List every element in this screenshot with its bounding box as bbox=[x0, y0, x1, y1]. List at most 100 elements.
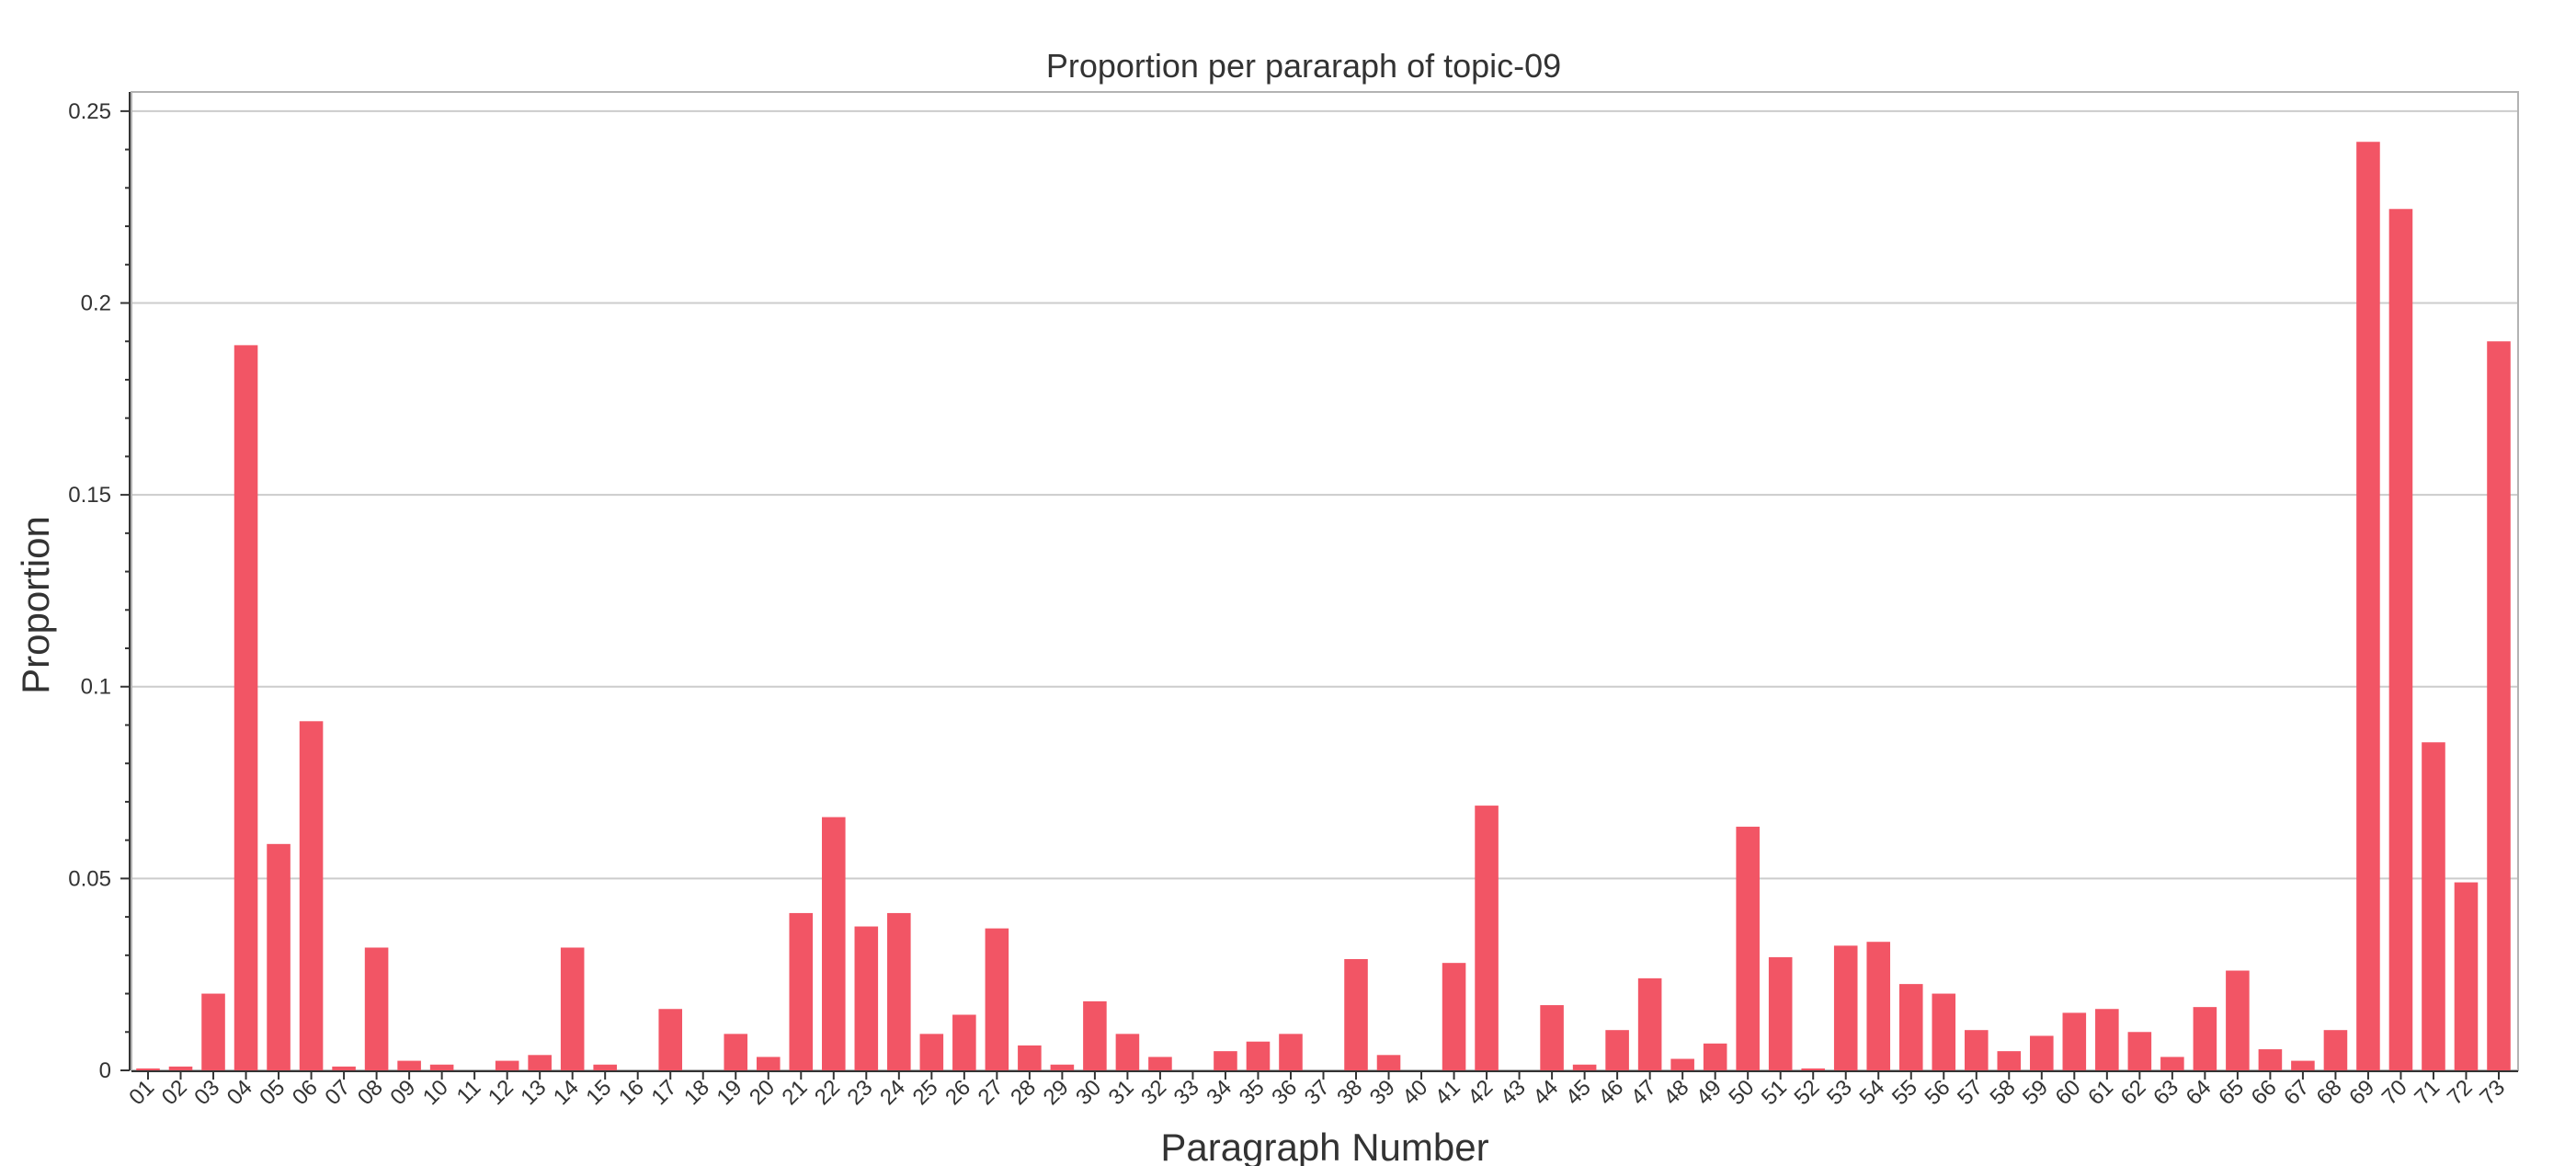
x-tick-label: 05 bbox=[255, 1075, 290, 1110]
bar-28 bbox=[1018, 1045, 1042, 1070]
x-tick-label: 34 bbox=[1202, 1075, 1237, 1110]
bar-56 bbox=[1932, 993, 1956, 1070]
x-tick-label: 06 bbox=[288, 1075, 323, 1110]
x-tick-label: 45 bbox=[1561, 1075, 1596, 1110]
x-tick-label: 01 bbox=[124, 1075, 159, 1110]
bar-08 bbox=[364, 947, 389, 1070]
x-tick-label: 50 bbox=[1724, 1075, 1759, 1110]
x-tick-label: 03 bbox=[189, 1075, 224, 1110]
y-tick-label: 0.25 bbox=[68, 99, 111, 124]
x-tick-label: 09 bbox=[385, 1075, 420, 1110]
bar-39 bbox=[1376, 1055, 1401, 1070]
x-tick-label: 51 bbox=[1757, 1075, 1792, 1110]
x-tick-label: 71 bbox=[2410, 1075, 2445, 1110]
x-tick-label: 61 bbox=[2083, 1075, 2118, 1110]
x-tick-label: 21 bbox=[778, 1075, 813, 1110]
x-tick-label: 72 bbox=[2443, 1075, 2478, 1110]
x-tick-label: 13 bbox=[516, 1075, 551, 1110]
bar-45 bbox=[1572, 1064, 1597, 1070]
x-tick-label: 66 bbox=[2247, 1075, 2282, 1110]
x-tick-label: 26 bbox=[940, 1075, 975, 1110]
grid-lines bbox=[131, 109, 2518, 880]
x-tick-label: 55 bbox=[1887, 1075, 1922, 1110]
bar-51 bbox=[1768, 956, 1793, 1070]
x-tick-label: 04 bbox=[222, 1075, 257, 1110]
x-tick-label: 18 bbox=[679, 1075, 714, 1110]
x-tick-label: 31 bbox=[1104, 1075, 1139, 1110]
bar-31 bbox=[1115, 1034, 1140, 1070]
bar-32 bbox=[1148, 1057, 1172, 1070]
x-tick-label: 27 bbox=[974, 1075, 1009, 1110]
y-tick-label: 0 bbox=[99, 1058, 111, 1083]
bar-24 bbox=[887, 912, 911, 1070]
bar-30 bbox=[1083, 1000, 1107, 1070]
bar-27 bbox=[985, 928, 1009, 1070]
x-tick-label: 73 bbox=[2475, 1075, 2510, 1110]
x-tick-label: 33 bbox=[1169, 1075, 1204, 1110]
x-tick-label: 68 bbox=[2312, 1075, 2347, 1110]
bar-53 bbox=[1833, 945, 1858, 1070]
plot-frame bbox=[131, 91, 2519, 1071]
bar-50 bbox=[1736, 827, 1760, 1070]
x-tick-label: 14 bbox=[549, 1075, 584, 1110]
bar-17 bbox=[658, 1009, 683, 1070]
bar-01 bbox=[136, 1068, 160, 1070]
x-axis-label: Paragraph Number bbox=[1160, 1126, 1488, 1166]
bar-60 bbox=[2062, 1012, 2087, 1070]
x-tick-label: 24 bbox=[875, 1075, 910, 1110]
bar-12 bbox=[495, 1060, 519, 1070]
x-tick-label: 10 bbox=[418, 1075, 453, 1110]
bar-03 bbox=[201, 993, 225, 1070]
x-tick-label: 17 bbox=[646, 1075, 681, 1110]
bar-61 bbox=[2095, 1009, 2119, 1070]
bar-69 bbox=[2356, 142, 2380, 1071]
x-tick-label: 28 bbox=[1006, 1075, 1041, 1110]
y-tick-label: 0.1 bbox=[81, 675, 111, 700]
bar-26 bbox=[952, 1014, 976, 1070]
bar-59 bbox=[2030, 1035, 2054, 1070]
x-tick-label: 59 bbox=[2018, 1075, 2053, 1110]
bar-10 bbox=[429, 1064, 454, 1070]
x-tick-label: 56 bbox=[1921, 1075, 1955, 1110]
bar-54 bbox=[1866, 942, 1891, 1070]
bar-64 bbox=[2193, 1007, 2217, 1070]
bar-29 bbox=[1050, 1064, 1075, 1070]
bar-23 bbox=[854, 926, 879, 1070]
bar-19 bbox=[724, 1034, 748, 1070]
bar-25 bbox=[919, 1034, 944, 1070]
bar-36 bbox=[1279, 1034, 1303, 1070]
x-tick-label: 44 bbox=[1528, 1075, 1563, 1110]
bar-67 bbox=[2291, 1060, 2315, 1070]
x-tick-label: 35 bbox=[1235, 1075, 1270, 1110]
x-tick-label: 63 bbox=[2149, 1075, 2183, 1110]
x-tick-label: 11 bbox=[452, 1075, 486, 1109]
bar-72 bbox=[2454, 882, 2479, 1070]
bar-14 bbox=[560, 947, 585, 1070]
bar-05 bbox=[267, 843, 291, 1070]
bar-48 bbox=[1670, 1058, 1694, 1070]
x-tick-label: 57 bbox=[1953, 1075, 1988, 1110]
x-tick-label: 12 bbox=[484, 1075, 519, 1110]
bar-38 bbox=[1344, 959, 1368, 1070]
x-tick-label: 53 bbox=[1822, 1075, 1857, 1110]
x-tick-label: 58 bbox=[1986, 1075, 2021, 1110]
bar-34 bbox=[1214, 1051, 1237, 1070]
bar-71 bbox=[2422, 742, 2445, 1070]
x-tick-label: 19 bbox=[712, 1075, 747, 1110]
bar-04 bbox=[234, 345, 258, 1070]
bar-55 bbox=[1898, 984, 1923, 1070]
x-tick-label: 38 bbox=[1332, 1075, 1367, 1110]
bar-66 bbox=[2258, 1049, 2283, 1070]
x-tick-label: 42 bbox=[1463, 1075, 1498, 1110]
x-tick-label: 41 bbox=[1430, 1075, 1465, 1110]
bar-02 bbox=[168, 1066, 193, 1070]
bar-35 bbox=[1246, 1041, 1271, 1070]
x-tick-label: 25 bbox=[908, 1075, 943, 1110]
x-tick-label: 16 bbox=[614, 1075, 649, 1110]
x-tick-label: 07 bbox=[320, 1075, 355, 1110]
x-axis: 0102030405060708091011121314151617181920… bbox=[124, 1070, 2518, 1110]
bar-21 bbox=[789, 912, 814, 1070]
bar-63 bbox=[2160, 1057, 2184, 1070]
